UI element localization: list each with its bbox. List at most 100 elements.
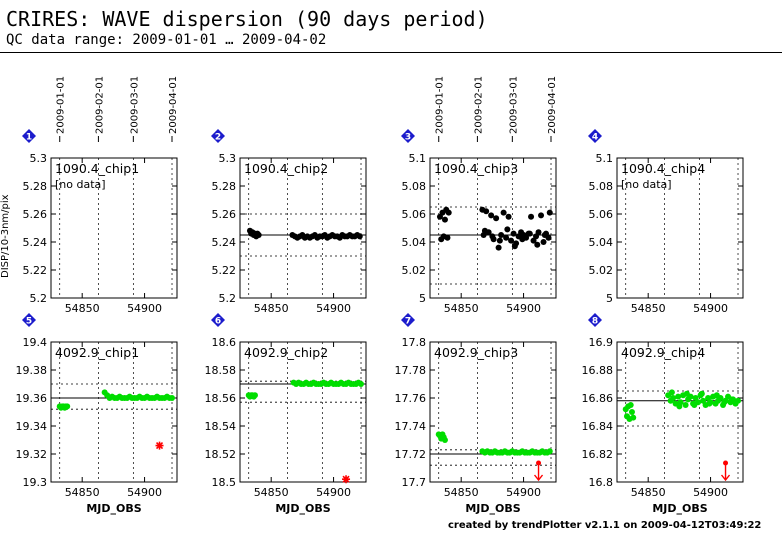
data-point	[519, 236, 526, 243]
y-tick-label: 17.78	[395, 364, 427, 377]
panel-number: 7	[405, 317, 411, 327]
panel-number: 6	[215, 317, 221, 327]
data-point	[255, 232, 262, 238]
data-point	[721, 399, 728, 406]
plot-frame	[429, 157, 557, 299]
date-label: 2009-02-01	[473, 76, 484, 134]
y-tick-label: 5.3	[30, 152, 48, 165]
outlier-arrow	[533, 463, 544, 482]
date-label: 2009-04-01	[168, 76, 179, 134]
data-point	[169, 395, 176, 401]
y-tick-label: 16.82	[582, 448, 614, 461]
x-tick-label: 54850	[65, 486, 100, 499]
y-tick-label: 18.54	[205, 420, 237, 433]
x-tick-label: 54900	[127, 302, 162, 315]
plot-frame	[50, 341, 178, 483]
date-label: 2009-01-01	[435, 76, 446, 134]
y-tick-label: 5.26	[212, 208, 237, 221]
panel-label: 4092.9_chip4	[621, 345, 705, 360]
y-tick-label: 19.36	[16, 392, 48, 405]
y-tick-label: 18.56	[205, 392, 237, 405]
x-axis-title: MJD_OBS	[86, 502, 141, 515]
data-point	[508, 237, 515, 244]
panel-number-badge	[211, 313, 225, 327]
data-point	[498, 232, 505, 238]
data-point	[356, 233, 363, 240]
data-point	[682, 402, 689, 408]
panel-number-badge	[401, 129, 415, 143]
data-point	[64, 403, 71, 410]
data-point	[444, 234, 451, 241]
data-point	[511, 243, 518, 250]
y-tick-label: 17.72	[395, 448, 427, 461]
data-point	[504, 226, 511, 233]
y-tick-label: 16.86	[582, 392, 614, 405]
data-point	[500, 209, 507, 216]
y-tick-label: 19.38	[16, 364, 48, 377]
data-point	[493, 215, 500, 222]
panel-label: 4092.9_chip2	[244, 345, 328, 360]
data-point	[683, 390, 690, 397]
y-tick-label: 19.4	[23, 336, 48, 349]
panel-number: 1	[26, 133, 32, 143]
data-point	[441, 216, 448, 223]
data-point	[628, 409, 635, 415]
data-point	[489, 233, 496, 240]
panel-number-badge	[401, 313, 415, 327]
no-data-note: [no data]	[621, 178, 672, 191]
y-tick-label: 5	[419, 292, 426, 305]
x-tick-label: 54900	[316, 302, 351, 315]
data-point	[735, 397, 742, 404]
x-tick-label: 54900	[693, 486, 728, 499]
x-tick-label: 54850	[254, 302, 289, 315]
page-title: CRIRES: WAVE dispersion (90 days period)	[6, 7, 488, 31]
data-point	[538, 212, 545, 219]
x-tick-label: 54850	[65, 302, 100, 315]
data-point	[546, 448, 553, 455]
y-tick-label: 5.08	[589, 180, 614, 193]
y-tick-label: 18.5	[212, 476, 237, 489]
panel-number: 4	[592, 133, 598, 143]
y-tick-label: 5.22	[212, 264, 237, 277]
data-point	[540, 239, 547, 245]
plot-frame	[50, 157, 178, 299]
panel-number: 3	[405, 133, 411, 143]
date-label: 2009-01-01	[56, 76, 67, 134]
x-tick-label: 54850	[631, 302, 666, 315]
data-point	[483, 208, 490, 215]
y-tick-label: 5.22	[23, 264, 48, 277]
panel-number: 8	[592, 317, 598, 327]
data-point	[510, 230, 517, 237]
data-point	[251, 392, 258, 399]
x-tick-label: 54900	[506, 302, 541, 315]
x-axis-title: MJD_OBS	[652, 502, 707, 515]
y-tick-label: 5.1	[596, 152, 614, 165]
x-tick-label: 54900	[506, 486, 541, 499]
data-point	[528, 213, 535, 220]
data-point	[535, 229, 542, 236]
y-tick-label: 5.28	[212, 180, 237, 193]
panel-label: 1090.4_chip2	[244, 161, 328, 176]
x-tick-label: 54900	[127, 486, 162, 499]
data-point	[445, 209, 452, 216]
y-tick-label: 5.2	[30, 292, 48, 305]
y-tick-label: 17.74	[395, 420, 427, 433]
data-point	[534, 241, 541, 248]
date-label: 2009-03-01	[129, 76, 140, 134]
y-tick-label: 19.34	[16, 420, 48, 433]
y-tick-label: 5.24	[23, 236, 48, 249]
data-point	[713, 392, 720, 399]
y-tick-label: 5.26	[23, 208, 48, 221]
panel-number-badge	[22, 129, 36, 143]
data-point	[668, 389, 675, 396]
data-point	[488, 212, 495, 219]
y-tick-label: 19.32	[16, 448, 48, 461]
panel-number: 2	[215, 133, 221, 143]
y-tick-label: 17.7	[402, 476, 427, 489]
date-label: 2009-03-01	[508, 76, 519, 134]
data-point	[503, 234, 510, 241]
x-tick-label: 54900	[693, 302, 728, 315]
y-tick-label: 19.3	[23, 476, 48, 489]
x-tick-label: 54900	[316, 486, 351, 499]
panel-number: 5	[26, 317, 32, 327]
